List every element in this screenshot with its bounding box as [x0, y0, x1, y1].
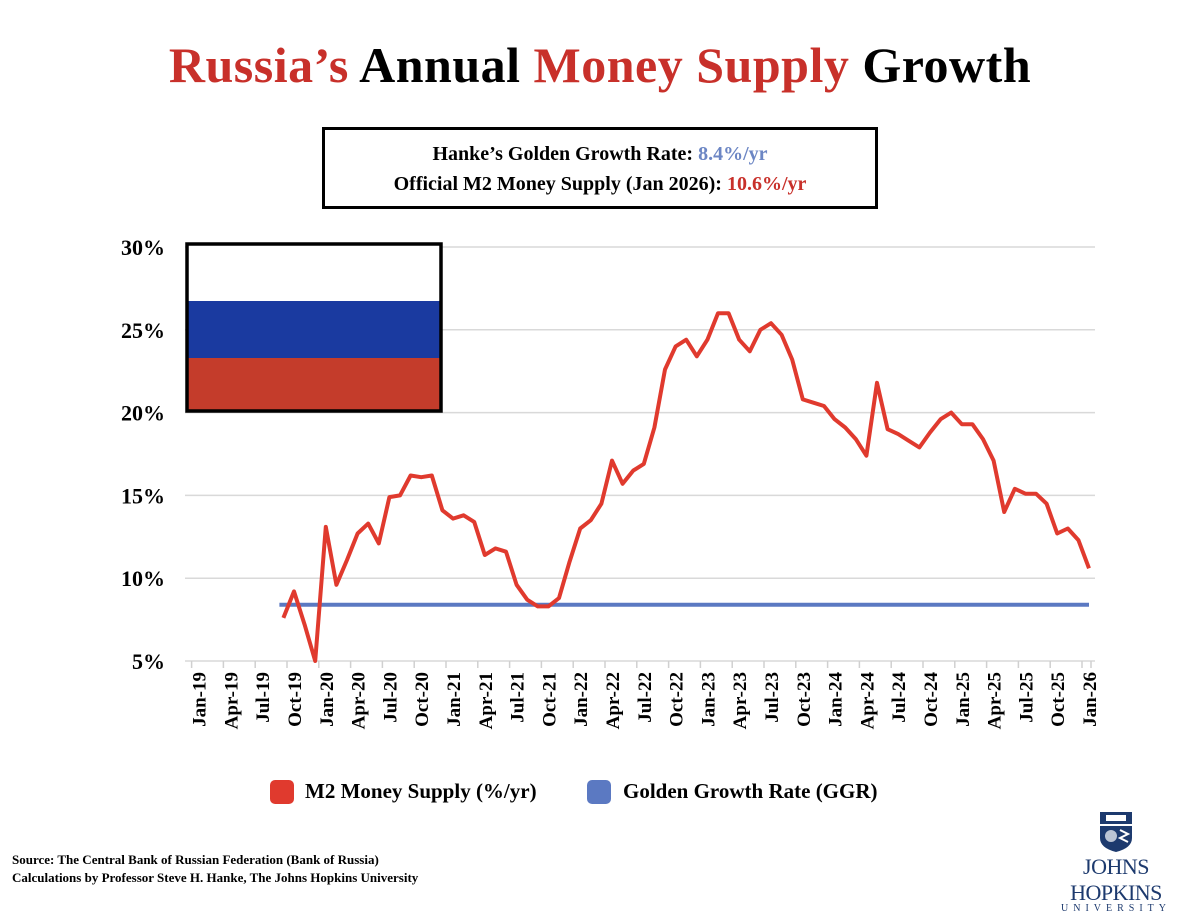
x-tick-label: Jul-22 [635, 672, 656, 723]
logo-sub: UNIVERSITY [1035, 903, 1197, 914]
flag-red-stripe [187, 358, 441, 411]
x-tick-label: Jul-19 [253, 672, 274, 723]
legend-m2-swatch [270, 780, 294, 804]
flag-blue-stripe [187, 301, 441, 358]
x-tick-label: Oct-24 [921, 672, 942, 727]
y-tick-label: 15% [121, 483, 165, 508]
x-tick-label: Apr-23 [730, 672, 751, 729]
legend-m2-label: M2 Money Supply (%/yr) [305, 779, 537, 804]
x-tick-label: Oct-19 [285, 672, 306, 727]
y-tick-label: 30% [121, 235, 165, 260]
x-tick-label: Apr-22 [603, 672, 624, 729]
y-tick-label: 5% [132, 649, 165, 674]
x-tick-label: Jan-25 [953, 672, 974, 727]
x-tick-label: Oct-22 [667, 672, 688, 727]
x-tick-label: Jul-23 [762, 672, 783, 723]
x-tick-label: Oct-25 [1048, 672, 1069, 727]
x-tick-label: Apr-20 [349, 672, 370, 729]
x-tick-label: Jan-21 [444, 672, 465, 727]
x-tick-label: Apr-21 [476, 672, 497, 729]
x-tick-label: Oct-23 [794, 672, 815, 727]
x-tick-label: Jul-21 [508, 672, 529, 723]
x-tick-label: Apr-25 [985, 672, 1006, 729]
legend-ggr-label: Golden Growth Rate (GGR) [623, 779, 878, 804]
x-tick-label: Jul-25 [1016, 672, 1037, 723]
jhu-logo: JOHNS HOPKINS UNIVERSITY [1035, 812, 1197, 914]
y-tick-label: 25% [121, 318, 165, 343]
jhu-shield-icon [1098, 812, 1134, 852]
x-tick-label: Oct-20 [412, 672, 433, 727]
x-tick-label: Apr-19 [221, 672, 242, 729]
x-tick-label: Oct-21 [539, 672, 560, 727]
source-note: Source: The Central Bank of Russian Fede… [12, 851, 418, 869]
x-tick-label: Jul-20 [380, 672, 401, 723]
y-tick-label: 20% [121, 401, 165, 426]
logo-name: JOHNS HOPKINS [1035, 854, 1197, 906]
x-tick-label: Jan-22 [571, 672, 592, 727]
legend-ggr-swatch [587, 780, 611, 804]
footer: Source: The Central Bank of Russian Fede… [12, 851, 418, 887]
x-tick-label: Apr-24 [857, 672, 878, 730]
legend: M2 Money Supply (%/yr) Golden Growth Rat… [0, 779, 1200, 807]
flag-white-stripe [187, 244, 441, 301]
x-tick-label: Jan-20 [317, 672, 338, 727]
calculations-note: Calculations by Professor Steve H. Hanke… [12, 869, 418, 887]
y-tick-label: 10% [121, 566, 165, 591]
x-tick-label: Jan-19 [190, 672, 211, 727]
x-tick-label: Jan-23 [698, 672, 719, 727]
x-tick-label: Jan-24 [826, 672, 847, 727]
x-tick-label: Jul-24 [889, 672, 910, 723]
x-tick-label: Jan-26 [1080, 672, 1101, 727]
